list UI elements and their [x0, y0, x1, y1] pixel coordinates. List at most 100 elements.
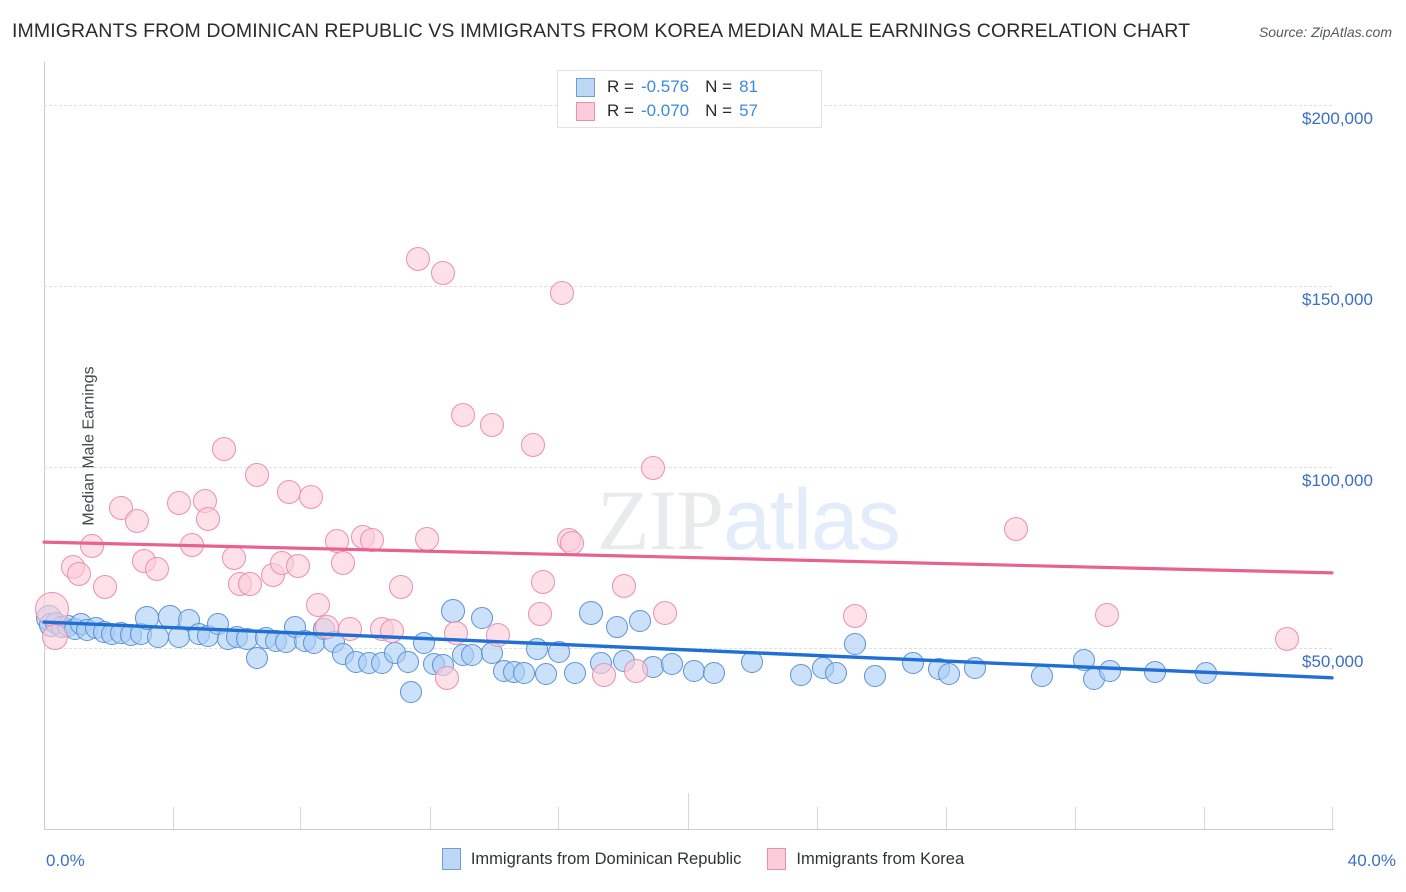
scatter-point[interactable] — [80, 534, 105, 559]
scatter-point[interactable] — [450, 403, 475, 428]
scatter-point[interactable] — [415, 526, 440, 551]
zipatlas-watermark: ZIPatlas — [597, 470, 901, 570]
scatter-point[interactable] — [144, 556, 169, 581]
plot-area: ZIPatlas — [35, 62, 1334, 829]
scatter-point[interactable] — [276, 479, 301, 504]
gridline — [44, 467, 1332, 469]
x-axis-tick — [558, 807, 559, 829]
scatter-point[interactable] — [512, 661, 535, 684]
scatter-point[interactable] — [412, 632, 435, 655]
scatter-point[interactable] — [902, 651, 925, 674]
scatter-point[interactable] — [405, 247, 430, 272]
scatter-point[interactable] — [196, 506, 221, 531]
scatter-point[interactable] — [843, 603, 868, 628]
scatter-point[interactable] — [560, 531, 585, 556]
scatter-point[interactable] — [963, 657, 986, 680]
scatter-point[interactable] — [67, 561, 92, 586]
scatter-point[interactable] — [653, 600, 678, 625]
scatter-point[interactable] — [863, 664, 886, 687]
scatter-point[interactable] — [180, 533, 205, 558]
y-axis-tick-label: $50,000 — [1302, 652, 1364, 672]
y-axis-tick-label: $100,000 — [1302, 471, 1373, 491]
x-axis-tick — [1332, 807, 1333, 829]
scatter-point[interactable] — [592, 662, 617, 687]
series-legend-label-0: Immigrants from Dominican Republic — [470, 849, 742, 868]
scatter-point[interactable] — [606, 615, 629, 638]
scatter-point[interactable] — [825, 662, 848, 685]
scatter-point[interactable] — [531, 569, 556, 594]
scatter-point[interactable] — [244, 463, 269, 488]
scatter-point[interactable] — [337, 616, 362, 641]
scatter-point[interactable] — [286, 554, 311, 579]
scatter-point[interactable] — [579, 601, 604, 626]
scatter-point[interactable] — [548, 641, 571, 664]
scatter-point[interactable] — [325, 529, 350, 553]
scatter-point[interactable] — [400, 680, 423, 703]
legend-swatch-blue-icon — [576, 77, 595, 97]
y-axis-line — [44, 62, 45, 829]
scatter-point[interactable] — [444, 620, 469, 645]
scatter-point[interactable] — [389, 575, 414, 600]
scatter-point[interactable] — [299, 484, 324, 509]
scatter-point[interactable] — [360, 528, 385, 553]
gridline — [44, 286, 1332, 288]
scatter-point[interactable] — [521, 432, 546, 457]
scatter-point[interactable] — [331, 550, 356, 575]
scatter-point[interactable] — [702, 661, 725, 684]
scatter-point[interactable] — [167, 490, 192, 515]
legend-r-value-1: -0.070 — [640, 101, 690, 120]
x-axis-line — [44, 829, 1334, 830]
scatter-point[interactable] — [305, 592, 330, 617]
legend-r-key-0: R = — [607, 77, 634, 96]
scatter-point[interactable] — [1031, 665, 1054, 688]
scatter-point[interactable] — [527, 602, 552, 627]
x-axis-tick — [946, 807, 947, 829]
scatter-point[interactable] — [844, 632, 867, 655]
scatter-point[interactable] — [1143, 660, 1166, 683]
scatter-point[interactable] — [1195, 662, 1218, 685]
scatter-point[interactable] — [611, 573, 636, 598]
scatter-point[interactable] — [1004, 516, 1029, 541]
x-axis-tick — [1204, 807, 1205, 829]
scatter-point[interactable] — [238, 572, 263, 597]
x-axis-min-label: 0.0% — [46, 851, 85, 870]
series-chip-pink-icon — [767, 848, 787, 870]
scatter-point[interactable] — [624, 659, 649, 684]
x-axis-tick — [300, 807, 301, 829]
legend-n-value-1: 57 — [739, 101, 758, 120]
scatter-point[interactable] — [660, 653, 683, 676]
scatter-point[interactable] — [440, 599, 465, 624]
scatter-point[interactable] — [479, 412, 504, 437]
scatter-point[interactable] — [535, 663, 558, 686]
scatter-point[interactable] — [741, 650, 764, 673]
legend-n-value-0: 81 — [739, 77, 758, 96]
scatter-point[interactable] — [550, 280, 575, 305]
scatter-point[interactable] — [1098, 660, 1121, 683]
series-legend-label-1: Immigrants from Korea — [796, 849, 965, 868]
scatter-point[interactable] — [431, 260, 456, 285]
scatter-point[interactable] — [628, 609, 651, 632]
scatter-point[interactable] — [35, 592, 70, 627]
scatter-point[interactable] — [434, 666, 459, 691]
scatter-point[interactable] — [1094, 602, 1119, 627]
scatter-point[interactable] — [93, 574, 118, 599]
scatter-point[interactable] — [486, 623, 511, 648]
scatter-point[interactable] — [42, 623, 69, 650]
scatter-point[interactable] — [379, 618, 404, 643]
scatter-point[interactable] — [640, 455, 665, 480]
scatter-point[interactable] — [937, 663, 960, 686]
scatter-point[interactable] — [221, 546, 246, 571]
scatter-point[interactable] — [564, 662, 587, 685]
series-legend-item-korea[interactable]: Immigrants from Korea — [767, 848, 964, 870]
scatter-point[interactable] — [789, 663, 812, 686]
scatter-point[interactable] — [147, 625, 170, 648]
series-legend-item-dominican-republic[interactable]: Immigrants from Dominican Republic — [441, 848, 742, 870]
scatter-point[interactable] — [461, 644, 484, 667]
scatter-point[interactable] — [245, 647, 268, 670]
scatter-point[interactable] — [525, 637, 548, 660]
scatter-point[interactable] — [396, 651, 419, 674]
legend-n-key-1: N = — [705, 101, 733, 120]
scatter-point[interactable] — [212, 437, 237, 462]
scatter-point[interactable] — [1274, 626, 1299, 651]
scatter-point[interactable] — [125, 508, 150, 533]
